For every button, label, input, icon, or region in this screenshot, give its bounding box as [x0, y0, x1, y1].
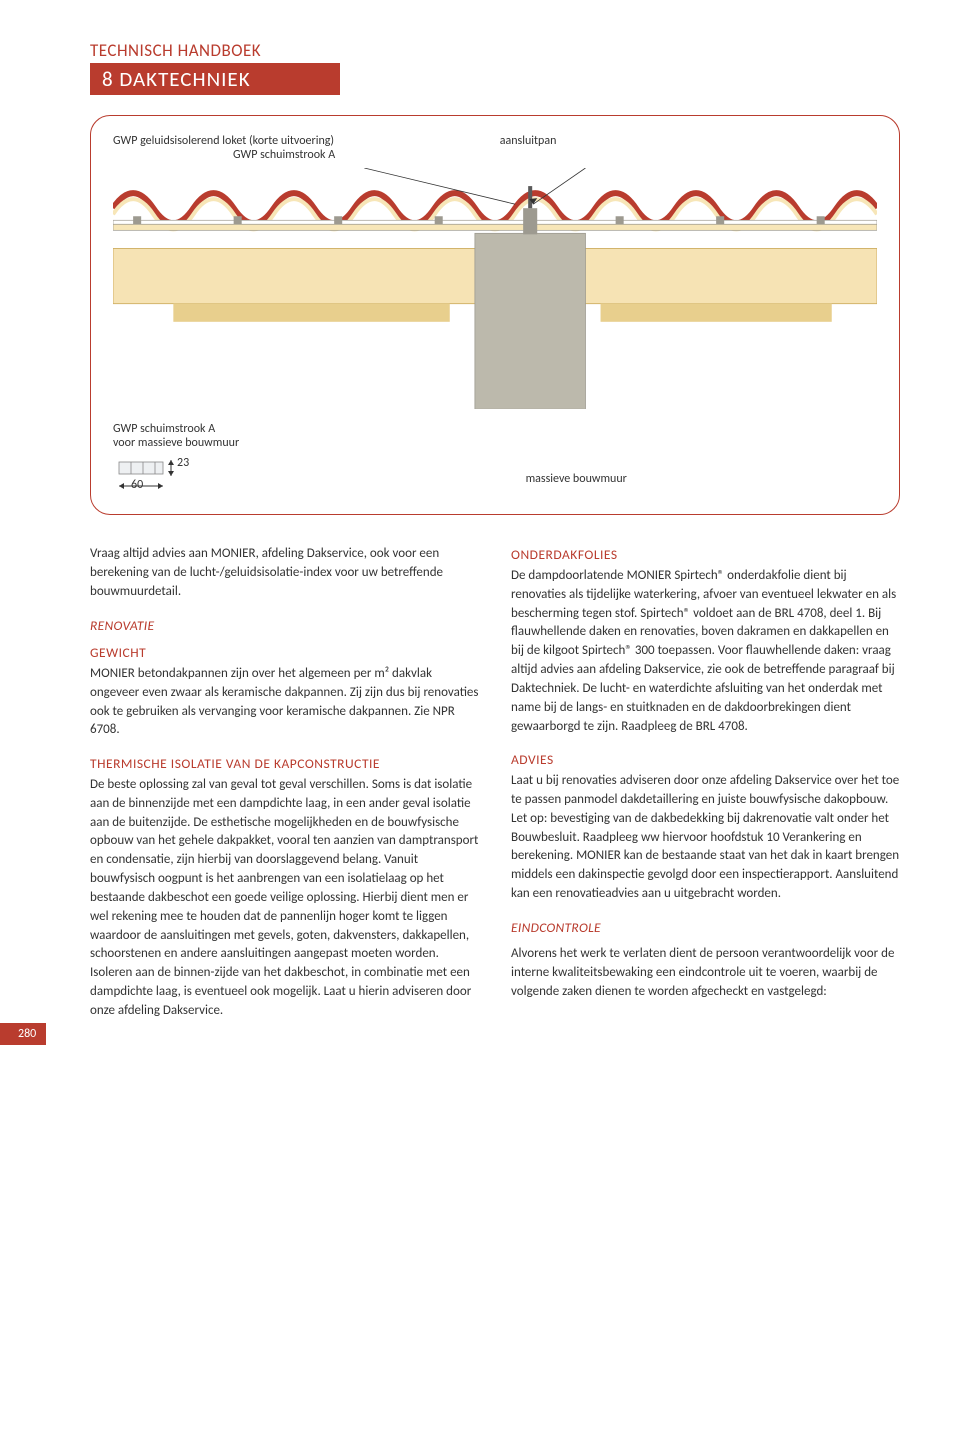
label-schuimstrook-a: GWP schuimstrook A — [233, 148, 480, 162]
page-number: 280 — [0, 1023, 46, 1045]
dimension-icon — [113, 456, 203, 492]
label-schuimstrook-massief: GWP schuimstrook A voor massieve bouwmuu… — [113, 422, 239, 450]
heading-advies: ADVIES — [511, 750, 900, 770]
column-right: ONDERDAKFOLIES De dampdoorlatende MONIER… — [511, 545, 900, 1035]
heading-onderdakfolies: ONDERDAKFOLIES — [511, 545, 900, 565]
paragraph-eindcontrole: Alvorens het werk te verlaten dient de p… — [511, 945, 900, 1002]
column-left: Vraag altijd advies aan MONIER, afdeling… — [90, 545, 479, 1035]
dim-vertical: 23 — [177, 456, 189, 470]
header-band: 8 DAKTECHNIEK — [90, 63, 340, 95]
label-loket: GWP geluidsisolerend loket (korte uitvoe… — [113, 134, 480, 148]
heading-thermische: THERMISCHE ISOLATIE VAN DE KAPCONSTRUCTI… — [90, 754, 479, 774]
cross-section-svg — [113, 168, 877, 409]
label-aansluitpan: aansluitpan — [500, 134, 729, 148]
paragraph-onderdakfolies: De dampdoorlatende MONIER Spirtech® onde… — [511, 567, 900, 737]
paragraph-thermische: De beste oplossing zal van geval tot gev… — [90, 776, 479, 1021]
heading-renovatie: RENOVATIE — [90, 616, 479, 636]
intro-paragraph: Vraag altijd advies aan MONIER, afdeling… — [90, 545, 479, 602]
paragraph-gewicht: MONIER betondakpannen zijn over het alge… — [90, 665, 479, 740]
header-top: TECHNISCH HANDBOEK — [90, 40, 900, 61]
heading-gewicht: GEWICHT — [90, 643, 479, 663]
technical-diagram: GWP geluidsisolerend loket (korte uitvoe… — [90, 115, 900, 515]
label-massieve-bouwmuur: massieve bouwmuur — [526, 472, 877, 492]
heading-eindcontrole: EINDCONTROLE — [511, 918, 900, 938]
paragraph-advies: Laat u bij renovaties adviseren door onz… — [511, 772, 900, 904]
